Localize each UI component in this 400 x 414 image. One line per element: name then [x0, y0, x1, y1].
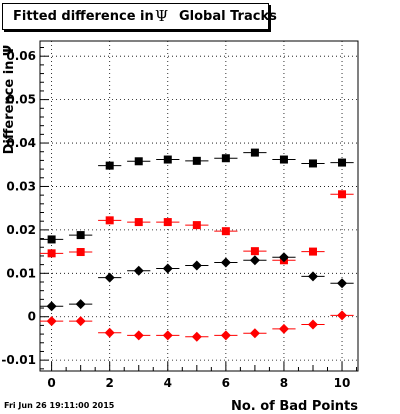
y-tick-label: 0.06 — [6, 49, 36, 63]
y-tick-label: 0.03 — [6, 179, 36, 193]
data-point-marker — [220, 257, 231, 268]
data-point-marker — [307, 271, 318, 282]
data-point-marker — [338, 190, 347, 199]
data-point-marker — [220, 330, 231, 341]
y-tick-label: 0.02 — [6, 223, 36, 237]
x-axis-label: No. of Bad Points — [231, 399, 358, 414]
data-point-marker — [191, 331, 202, 342]
data-point-marker — [278, 323, 289, 334]
y-axis-label: Difference in Ψ — [2, 45, 17, 154]
data-point-marker — [75, 299, 86, 310]
data-point-marker — [249, 328, 260, 339]
data-point-marker — [279, 155, 288, 164]
plot-frame — [39, 40, 359, 372]
data-point-marker — [278, 252, 289, 263]
data-point-marker — [105, 216, 114, 225]
data-point-marker — [162, 263, 173, 274]
data-point-marker — [308, 159, 317, 168]
chart-title-prefix: Fitted difference in — [13, 9, 154, 24]
data-point-marker — [250, 148, 259, 157]
x-tick-label: 0 — [47, 376, 55, 390]
data-point-marker — [221, 227, 230, 236]
data-point-marker — [104, 272, 115, 283]
y-tick-label: 0.04 — [6, 136, 36, 150]
data-point-marker — [162, 330, 173, 341]
data-point-marker — [163, 218, 172, 227]
data-point-marker — [192, 221, 201, 230]
x-tick-label: 10 — [334, 376, 351, 390]
data-point-marker — [76, 231, 85, 240]
data-point-marker — [308, 247, 317, 256]
y-tick-label: -0.01 — [1, 353, 36, 367]
data-point-marker — [105, 161, 114, 170]
data-point-marker — [338, 158, 347, 167]
chart-title-box: Fitted difference in Ψ Global Tracks — [2, 3, 277, 30]
data-point-marker — [133, 265, 144, 276]
data-point-marker — [46, 316, 57, 327]
chart-title-suffix: Global Tracks — [179, 9, 277, 24]
data-series — [40, 148, 354, 342]
data-point-marker — [163, 155, 172, 164]
y-tick-label: 0.01 — [6, 266, 36, 280]
data-point-marker — [192, 156, 201, 165]
x-tick-label: 4 — [164, 376, 172, 390]
x-tick-label: 2 — [106, 376, 114, 390]
grid-lines — [40, 41, 358, 371]
tick-labels: 0 2 4 6 8 10 -0.01 0 0.01 0.02 0.03 0.04 0.05 0.06 — [1, 49, 350, 390]
data-point-marker — [47, 235, 56, 244]
footer-timestamp: Fri Jun 26 19:11:00 2015 — [4, 401, 115, 410]
data-point-marker — [307, 319, 318, 330]
data-point-marker — [75, 316, 86, 327]
data-point-marker — [250, 247, 259, 256]
data-point-marker — [337, 310, 348, 321]
chart-title-symbol: Ψ — [155, 7, 169, 25]
data-point-marker — [104, 327, 115, 338]
data-point-marker — [221, 154, 230, 163]
x-tick-label: 6 — [222, 376, 230, 390]
data-point-marker — [76, 248, 85, 257]
data-point-marker — [133, 330, 144, 341]
data-point-marker — [47, 249, 56, 258]
data-point-marker — [337, 278, 348, 289]
y-tick-label: 0 — [28, 310, 36, 324]
axis-ticks — [40, 47, 358, 371]
data-point-marker — [134, 218, 143, 227]
data-point-marker — [191, 260, 202, 271]
x-tick-label: 8 — [280, 376, 288, 390]
y-tick-label: 0.05 — [6, 93, 36, 107]
data-point-marker — [249, 255, 260, 266]
data-point-marker — [46, 301, 57, 312]
data-point-marker — [134, 157, 143, 166]
